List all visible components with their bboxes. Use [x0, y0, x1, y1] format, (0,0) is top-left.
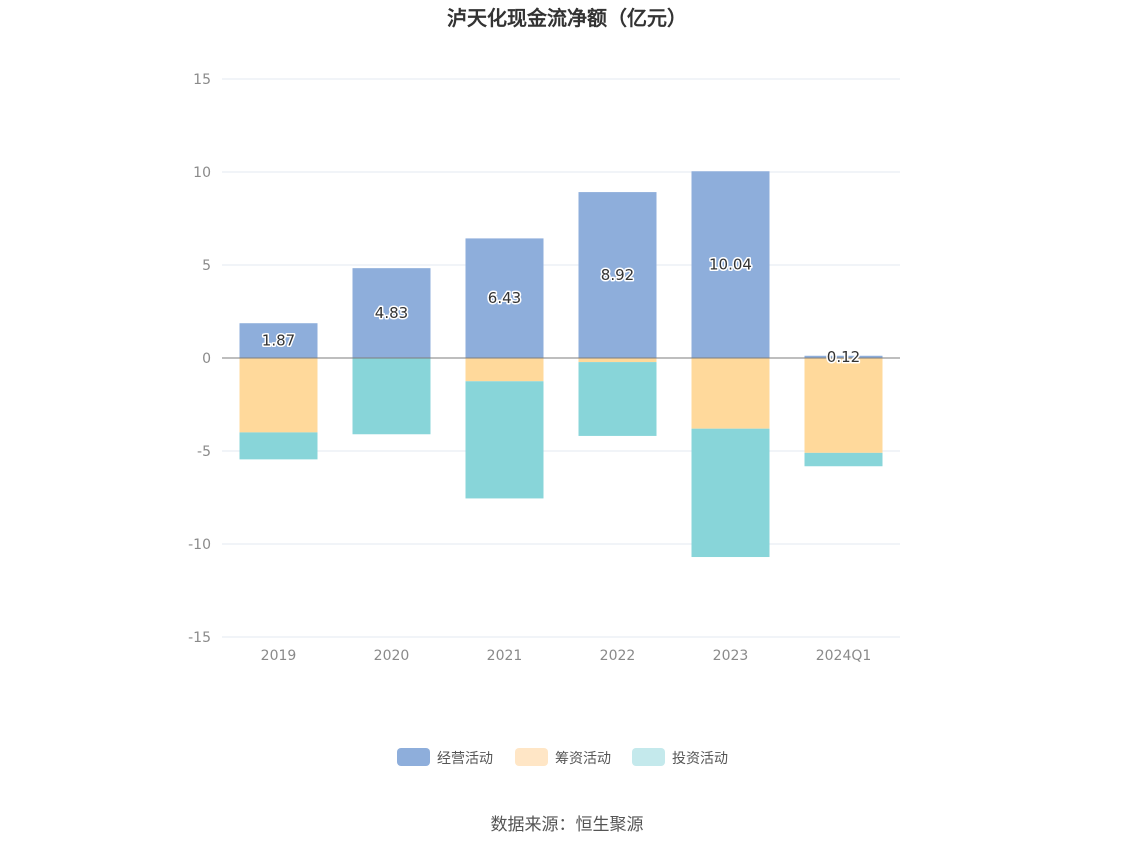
legend-label[interactable]: 投资活动 [672, 751, 728, 767]
x-axis-ticks: 2019 2020 2021 2022 2023 2024Q1 [261, 648, 872, 664]
bar-financing [578, 358, 657, 363]
bar-investing [239, 432, 318, 460]
bar-investing [691, 428, 770, 558]
bar-operating [239, 323, 318, 358]
y-axis-ticks: 15 10 5 0 -5 -10 -15 [188, 72, 211, 646]
y-tick-label: 5 [202, 258, 211, 274]
data-label: 8.92 [601, 266, 634, 284]
chart-title: 泸天化现金流净额（亿元） [447, 6, 687, 30]
legend-swatch[interactable] [397, 748, 430, 766]
bar-operating [804, 355, 883, 358]
x-tick-label: 2024Q1 [816, 648, 872, 664]
data-label: 1.87 [262, 332, 295, 350]
data-label: 4.83 [375, 304, 408, 322]
source-note: 数据来源：恒生聚源 [491, 815, 644, 835]
data-label: 0.12 [827, 348, 860, 366]
grid-lines [222, 78, 900, 638]
data-label: 10.04 [709, 256, 752, 274]
x-tick-label: 2022 [600, 648, 636, 664]
y-tick-label: 0 [202, 351, 211, 367]
data-label: 6.43 [488, 289, 521, 307]
legend-swatch[interactable] [632, 748, 665, 766]
y-tick-label: -15 [188, 630, 211, 646]
y-tick-label: 10 [193, 165, 211, 181]
bar-operating [578, 192, 657, 358]
y-tick-label: -5 [197, 444, 211, 460]
bar-operating [465, 238, 544, 358]
bar-investing [352, 358, 431, 435]
x-tick-label: 2023 [713, 648, 749, 664]
bar-financing [691, 358, 770, 429]
bar-investing [465, 381, 544, 499]
x-tick-label: 2020 [374, 648, 410, 664]
bar-operating [691, 171, 770, 358]
x-tick-label: 2021 [487, 648, 523, 664]
bar-investing [804, 452, 883, 467]
legend-swatch[interactable] [515, 748, 548, 766]
data-labels: 1.87 4.83 6.43 8.92 10.04 0.12 [260, 254, 861, 367]
x-tick-label: 2019 [261, 648, 297, 664]
bar-operating [352, 268, 431, 358]
bars [239, 171, 883, 558]
y-tick-label: 15 [193, 72, 211, 88]
legend: 经营活动 筹资活动 投资活动 [397, 748, 728, 767]
bar-financing [804, 358, 883, 453]
bar-financing [239, 358, 318, 433]
legend-label[interactable]: 筹资活动 [555, 750, 611, 767]
bar-investing [578, 362, 657, 436]
bar-financing [465, 358, 544, 382]
y-tick-label: -10 [188, 537, 211, 553]
legend-label[interactable]: 经营活动 [437, 751, 493, 767]
